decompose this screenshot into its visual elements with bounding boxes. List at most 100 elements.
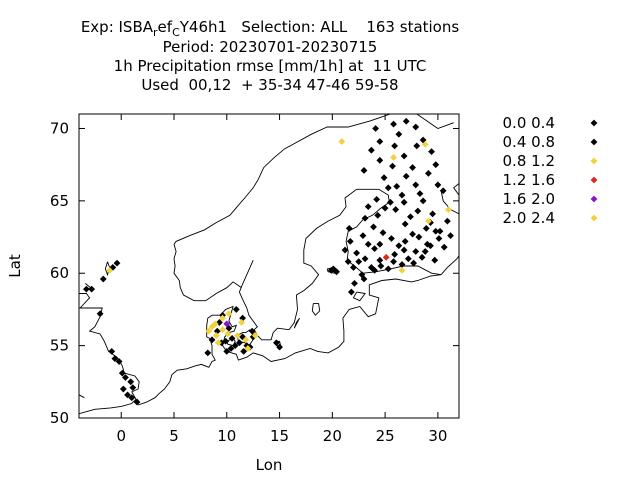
station-marker xyxy=(371,245,378,253)
legend-label: 1.6 2.0 xyxy=(503,190,555,208)
station-marker xyxy=(350,264,357,271)
station-marker xyxy=(272,339,280,347)
station-marker xyxy=(118,369,126,377)
legend-marker xyxy=(590,214,598,222)
station-marker xyxy=(409,164,416,171)
coastline xyxy=(440,190,459,215)
station-marker xyxy=(398,266,406,274)
station-marker xyxy=(424,169,432,177)
station-marker xyxy=(338,138,346,145)
station-marker xyxy=(96,310,104,318)
station-marker xyxy=(423,240,431,248)
station-marker xyxy=(412,181,420,189)
station-marker xyxy=(379,229,387,237)
station-marker xyxy=(364,203,372,211)
station-marker xyxy=(351,279,358,287)
station-marker xyxy=(421,248,429,255)
station-marker xyxy=(393,182,401,190)
legend-label: 1.2 1.6 xyxy=(503,171,555,189)
chart-title-line-4: Used 00,12 + 35-34 47-46 59-58 xyxy=(141,76,399,94)
legend-marker xyxy=(590,157,598,165)
station-marker xyxy=(212,332,220,339)
chart-title-line-1: Exp: ISBArefCY46h1 Selection: ALL 163 st… xyxy=(80,18,460,39)
station-marker xyxy=(435,235,443,242)
y-tick-label: 55 xyxy=(50,337,69,355)
legend-label: 0.8 1.2 xyxy=(503,152,555,170)
station-marker xyxy=(347,288,355,296)
y-axis-label: Lat xyxy=(6,254,24,278)
station-marker xyxy=(427,242,434,250)
station-marker xyxy=(231,342,239,350)
station-marker xyxy=(240,348,248,355)
x-tick-label: 15 xyxy=(270,427,289,445)
station-marker xyxy=(436,227,444,235)
station-marker xyxy=(219,326,226,334)
station-markers xyxy=(82,117,454,406)
station-marker xyxy=(364,240,372,248)
station-marker xyxy=(414,207,422,215)
station-marker xyxy=(389,162,396,170)
station-marker xyxy=(381,204,389,212)
coastline xyxy=(311,303,321,316)
station-marker xyxy=(376,156,384,164)
station-marker xyxy=(346,237,354,245)
station-marker xyxy=(376,138,384,145)
station-marker xyxy=(208,323,216,331)
plot-area-frame xyxy=(78,113,460,419)
station-marker xyxy=(82,285,90,293)
station-marker xyxy=(341,246,349,254)
station-marker xyxy=(119,385,127,393)
station-marker xyxy=(390,154,397,161)
coastline xyxy=(238,188,442,341)
station-marker xyxy=(227,345,235,352)
station-marker xyxy=(422,224,430,232)
station-marker xyxy=(380,174,388,182)
station-marker xyxy=(377,262,385,270)
station-marker xyxy=(401,237,409,245)
coastline xyxy=(293,317,300,329)
station-marker xyxy=(386,198,394,206)
station-marker xyxy=(404,255,412,263)
station-marker xyxy=(428,148,435,156)
coastline xyxy=(352,291,366,302)
station-marker xyxy=(410,259,418,267)
station-marker xyxy=(367,264,375,271)
x-tick-label: 30 xyxy=(428,427,447,445)
station-marker xyxy=(113,259,121,267)
y-tick-label: 65 xyxy=(50,192,69,210)
station-marker xyxy=(360,167,368,174)
station-marker xyxy=(205,327,213,335)
station-marker xyxy=(345,224,353,232)
legend: 0.0 0.40.4 0.80.8 1.21.2 1.61.6 2.02.0 2… xyxy=(503,114,598,227)
coastline xyxy=(173,244,242,302)
station-marker xyxy=(111,355,119,363)
station-marker xyxy=(419,197,427,205)
station-marker xyxy=(344,258,352,266)
station-marker xyxy=(382,253,390,261)
x-axis-label: Lon xyxy=(256,456,283,474)
station-marker xyxy=(115,358,123,365)
station-marker xyxy=(276,343,283,351)
station-marker xyxy=(129,384,137,391)
station-marker xyxy=(225,310,233,318)
station-marker xyxy=(108,348,116,355)
station-marker xyxy=(225,324,233,332)
station-marker xyxy=(432,227,440,235)
station-marker xyxy=(99,275,107,283)
station-marker xyxy=(376,240,384,248)
station-marker xyxy=(432,161,440,169)
y-tick-label: 50 xyxy=(50,409,69,427)
chart-title-line-2: Period: 20230701-20230715 xyxy=(162,38,378,56)
station-marker xyxy=(133,398,141,406)
station-marker xyxy=(412,248,420,255)
station-marker xyxy=(395,130,403,138)
station-marker xyxy=(223,348,231,355)
station-marker xyxy=(355,258,363,266)
coastline xyxy=(104,261,111,277)
station-marker xyxy=(398,191,406,199)
station-marker xyxy=(361,255,369,263)
coastline xyxy=(440,255,459,275)
station-marker xyxy=(223,320,231,328)
station-marker xyxy=(360,275,368,283)
station-marker xyxy=(421,141,429,148)
